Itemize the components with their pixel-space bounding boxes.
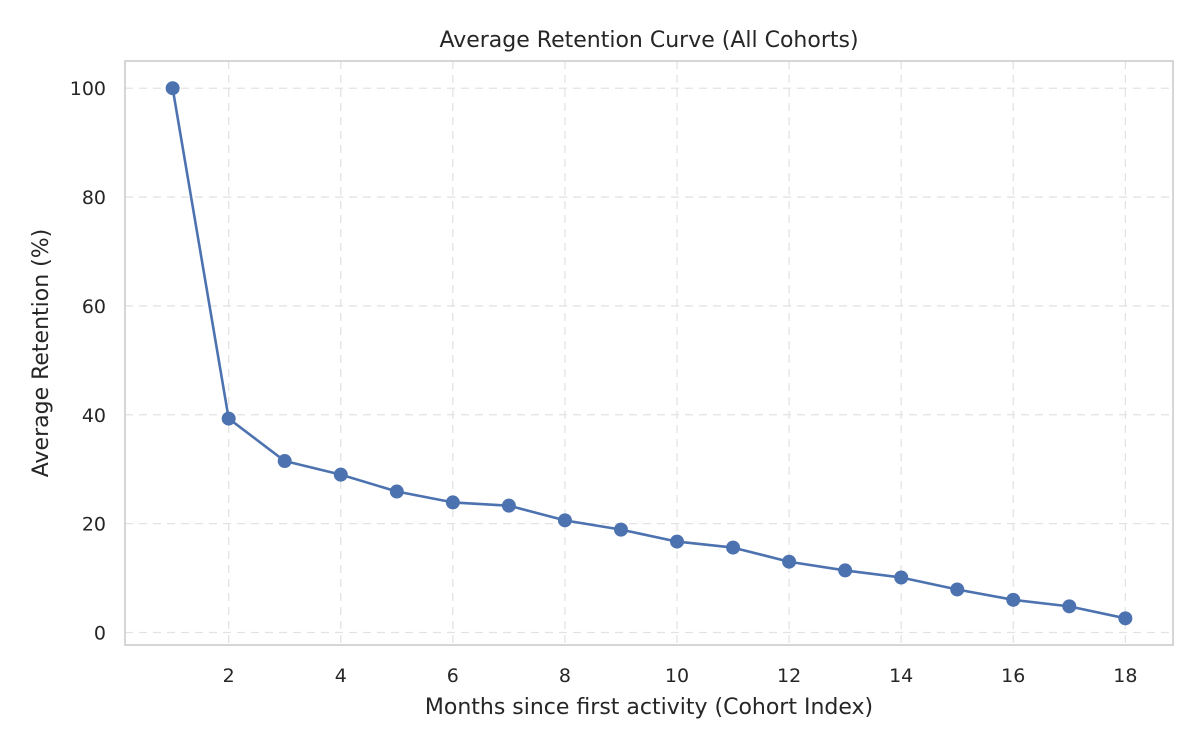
grid xyxy=(125,61,1173,645)
x-tick-label: 16 xyxy=(1001,665,1025,687)
data-point xyxy=(221,411,236,426)
data-point xyxy=(1062,599,1077,614)
y-tick-label: 80 xyxy=(82,187,106,209)
series-line xyxy=(171,86,1127,620)
data-point xyxy=(445,495,460,510)
data-point xyxy=(333,467,348,482)
data-point xyxy=(389,484,404,499)
data-point xyxy=(838,563,853,578)
x-tick-label: 12 xyxy=(777,665,801,687)
data-point xyxy=(670,534,685,549)
y-tick-label: 40 xyxy=(82,405,106,427)
y-axis-ticks: 0 20 40 60 80 100 xyxy=(70,78,106,644)
y-tick-label: 100 xyxy=(70,78,106,100)
x-tick-label: 14 xyxy=(889,665,913,687)
x-tick-label: 2 xyxy=(223,665,235,687)
data-point xyxy=(894,570,909,585)
y-tick-label: 0 xyxy=(94,622,106,644)
data-point xyxy=(277,454,292,469)
y-tick-label: 20 xyxy=(82,514,106,536)
data-point xyxy=(557,513,572,528)
data-point xyxy=(950,582,965,597)
x-tick-label: 8 xyxy=(559,665,571,687)
x-tick-label: 4 xyxy=(335,665,347,687)
x-tick-label: 10 xyxy=(665,665,689,687)
y-tick-label: 60 xyxy=(82,296,106,318)
chart-title: Average Retention Curve (All Cohorts) xyxy=(439,28,858,53)
data-point xyxy=(1118,611,1133,626)
plot-area-frame xyxy=(124,60,1174,646)
data-point xyxy=(613,522,628,537)
x-tick-label: 6 xyxy=(447,665,459,687)
data-point xyxy=(782,554,797,569)
y-axis-label: Average Retention (%) xyxy=(29,229,54,477)
series-layer xyxy=(165,81,1133,626)
x-axis-ticks: 2 4 6 8 10 12 14 16 18 xyxy=(223,665,1138,687)
x-axis-label: Months since first activity (Cohort Inde… xyxy=(425,695,873,720)
data-point xyxy=(501,498,516,513)
data-point xyxy=(1006,592,1021,607)
data-point xyxy=(726,540,741,555)
data-point xyxy=(165,81,180,96)
x-tick-label: 18 xyxy=(1113,665,1137,687)
